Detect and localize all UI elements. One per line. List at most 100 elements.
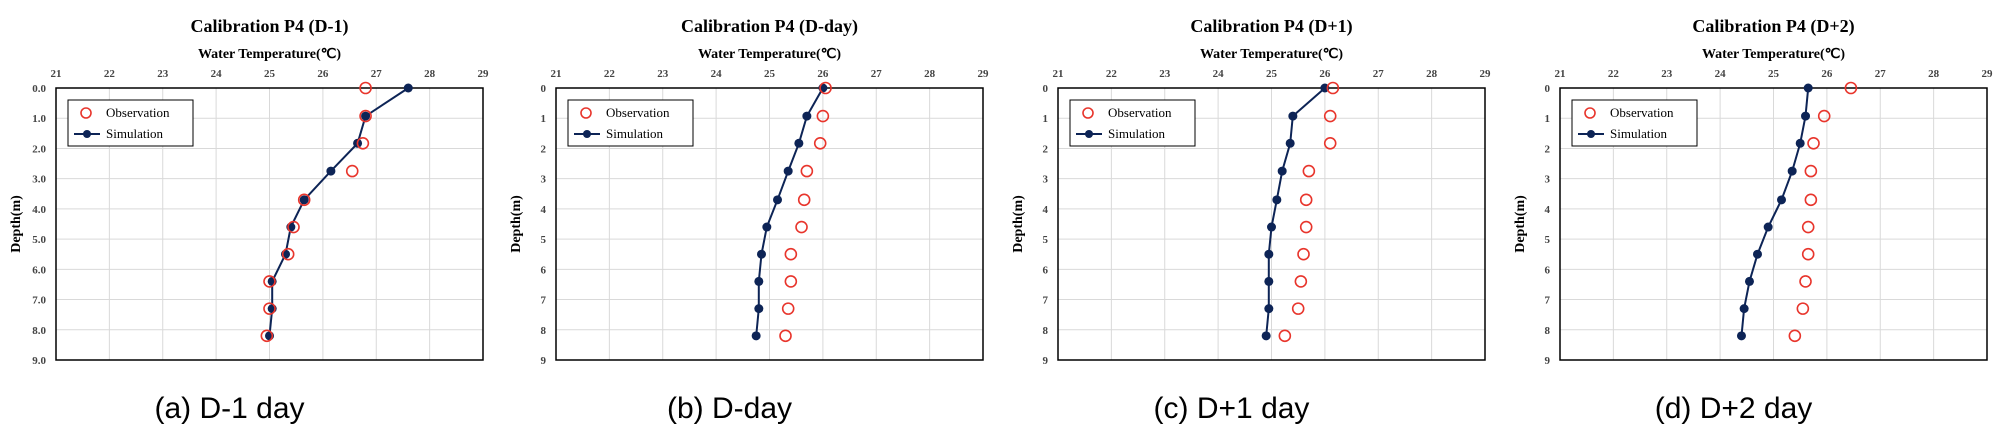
observation-point [287, 220, 300, 234]
x-tick-label: 29 [1480, 68, 1492, 80]
x-tick-label: 27 [1875, 68, 1887, 80]
y-tick-label: 3 [1043, 174, 1049, 186]
simulation-point [1272, 195, 1282, 205]
observation-point [1844, 81, 1858, 95]
y-tick-label: 8 [541, 325, 547, 337]
x-tick-label: 22 [1106, 68, 1118, 80]
x-tick-label: 28 [1426, 68, 1438, 80]
x-tick-label: 29 [478, 68, 490, 80]
x-axis-label: Water Temperature(℃) [198, 47, 341, 62]
panel-caption: (c) D+1 day [1154, 392, 1310, 425]
legend-simulation-label: Simulation [606, 126, 664, 141]
legend-observation-marker [80, 107, 92, 119]
simulation-point [762, 222, 772, 232]
x-tick-label: 21 [51, 68, 62, 80]
y-tick-label: 2 [1545, 143, 1551, 155]
simulation-point [403, 83, 413, 93]
observation-point [1804, 193, 1818, 207]
observation-point [1796, 302, 1810, 315]
simulation-point [802, 111, 812, 121]
observation-point [1297, 247, 1310, 261]
x-tick-label: 22 [604, 68, 616, 80]
x-tick-label: 28 [924, 68, 936, 80]
x-tick-label: 21 [1053, 68, 1064, 80]
observation-point [784, 247, 798, 261]
x-tick-label: 22 [1608, 68, 1620, 80]
simulation-point [1803, 83, 1813, 93]
x-tick-label: 27 [1373, 68, 1385, 80]
y-tick-label: 6 [1043, 264, 1049, 276]
x-tick-label: 25 [1266, 68, 1278, 80]
x-tick-label: 21 [1555, 68, 1566, 80]
observation-point [1323, 137, 1337, 150]
observation-point [800, 164, 814, 178]
y-tick-label: 7 [1545, 295, 1551, 307]
x-tick-label: 24 [211, 68, 223, 80]
simulation-point [1261, 331, 1271, 341]
simulation-point [1777, 195, 1787, 205]
simulation-point [751, 331, 761, 341]
legend-observation-label: Observation [1108, 105, 1172, 120]
x-tick-label: 28 [424, 68, 436, 80]
y-axis-label: Depth(m) [9, 195, 24, 253]
x-tick-label: 21 [551, 68, 562, 80]
y-tick-label: 5 [1043, 234, 1049, 246]
observation-point [356, 137, 370, 150]
legend-observation-label: Observation [106, 105, 170, 120]
observation-point [795, 220, 808, 234]
legend-box [1069, 99, 1196, 147]
x-tick-label: 27 [871, 68, 883, 80]
chart-panel-1: Calibration P4 (D-1) Water Temperature(℃)… [9, 16, 489, 425]
x-tick-label: 28 [1928, 68, 1940, 80]
observation-point [1801, 220, 1815, 234]
panel-caption: (d) D+2 day [1655, 392, 1813, 425]
y-tick-label: 5 [1545, 234, 1551, 246]
x-tick-label: 23 [1661, 68, 1673, 80]
y-axis-label: Depth(m) [1513, 195, 1528, 253]
plot-border [555, 87, 984, 361]
y-tick-label: 9 [1043, 355, 1049, 367]
simulation-line [1265, 87, 1326, 336]
legend-simulation-label: Simulation [1610, 126, 1668, 141]
y-tick-label: 8 [1545, 325, 1551, 337]
plot-border [1057, 87, 1486, 361]
x-tick-label: 24 [1715, 68, 1727, 80]
observation-point [819, 81, 832, 95]
simulation-line [268, 87, 409, 336]
chart-title: Calibration P4 (D-1) [191, 16, 349, 37]
simulation-point [299, 195, 309, 205]
simulation-point [773, 195, 783, 205]
x-tick-label: 29 [978, 68, 990, 80]
simulation-point [794, 138, 804, 148]
simulation-point [1801, 111, 1811, 121]
y-tick-label: 1.0 [32, 113, 46, 125]
simulation-point [783, 166, 793, 176]
legend-simulation-marker [1085, 130, 1093, 138]
x-axis-label: Water Temperature(℃) [698, 47, 841, 62]
y-tick-label: 9 [541, 355, 547, 367]
y-tick-label: 5.0 [32, 234, 46, 246]
y-tick-label: 4 [1043, 204, 1049, 216]
observation-point [1291, 302, 1305, 315]
observation-point [263, 302, 276, 315]
simulation-point [754, 304, 764, 314]
observation-point [784, 275, 798, 288]
observation-point [1801, 247, 1815, 261]
simulation-point [1795, 138, 1805, 148]
y-tick-label: 0 [1043, 83, 1049, 95]
y-tick-label: 2 [1043, 143, 1049, 155]
legend-simulation-marker [83, 130, 91, 138]
y-axis-label: Depth(m) [1011, 195, 1026, 253]
observation-point [359, 109, 372, 123]
y-tick-label: 1 [1545, 113, 1551, 125]
y-tick-label: 4.0 [32, 204, 46, 216]
panel-caption: (a) D-1 day [154, 392, 304, 425]
x-tick-label: 22 [104, 68, 116, 80]
y-tick-label: 1 [1043, 113, 1049, 125]
y-tick-label: 0 [1545, 83, 1551, 95]
plot-border [55, 87, 484, 361]
y-tick-label: 4 [541, 204, 547, 216]
y-tick-label: 7 [541, 295, 547, 307]
simulation-point [1264, 276, 1274, 286]
legend: Observation Simulation [567, 99, 694, 147]
